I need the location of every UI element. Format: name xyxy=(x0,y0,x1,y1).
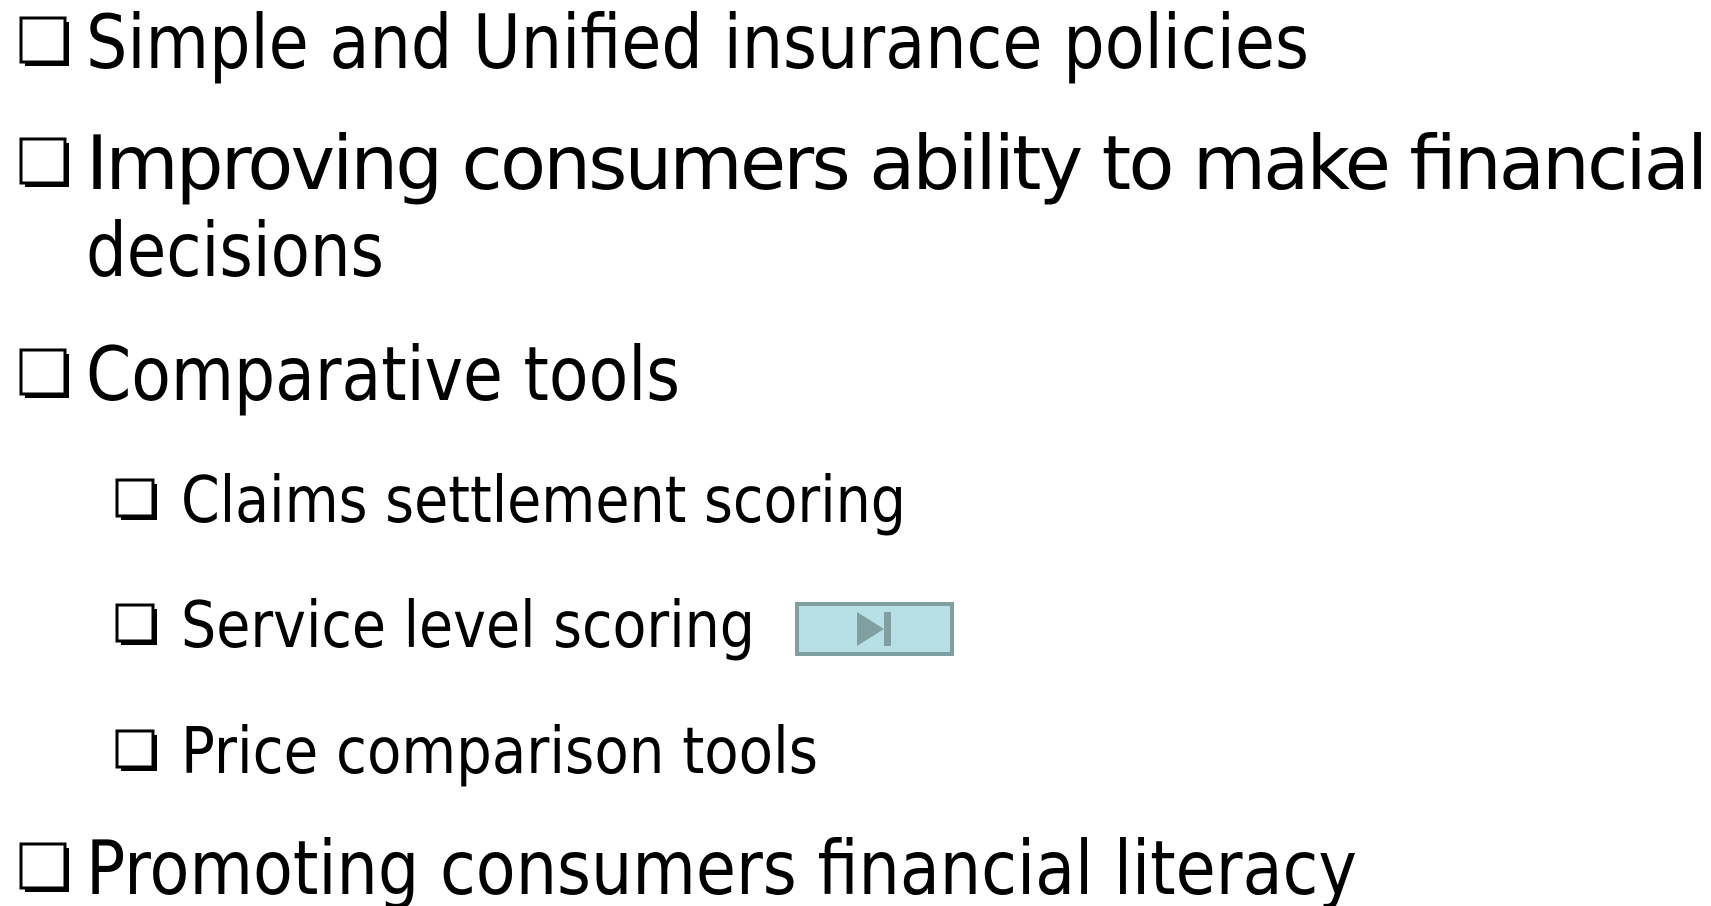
bullet-box xyxy=(115,478,155,518)
end-bar-icon xyxy=(884,612,891,646)
bullet-box xyxy=(115,603,155,643)
bullet-text: Improving consumers ability to make fina… xyxy=(86,119,1708,207)
play-icon xyxy=(857,612,884,646)
bullet-text: Promoting consumers financial literacy xyxy=(86,824,1357,906)
bullet-box xyxy=(19,16,67,64)
bullet-text: Simple and Unified insurance policies xyxy=(86,0,1309,86)
sub-bullet-text: Service level scoring xyxy=(181,589,755,663)
next-button[interactable] xyxy=(795,602,954,656)
sub-bullet-text: Price comparison tools xyxy=(181,715,818,789)
bullet-box xyxy=(19,137,67,185)
bullet-box xyxy=(115,729,155,769)
bullet-text: decisions xyxy=(86,206,384,294)
sub-bullet-text: Claims settlement scoring xyxy=(181,464,906,538)
bullet-box xyxy=(19,842,67,890)
button-body[interactable] xyxy=(795,602,954,656)
bullet-box xyxy=(19,348,67,396)
bullet-text: Comparative tools xyxy=(86,330,680,418)
